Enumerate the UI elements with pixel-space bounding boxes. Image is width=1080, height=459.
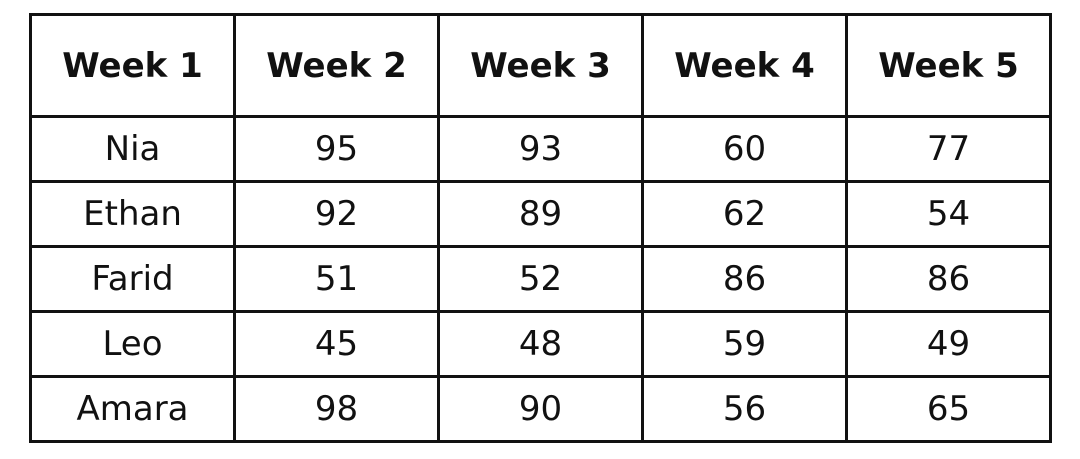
data-table-container: Week 1 Week 2 Week 3 Week 4 Week 5 Nia 9… [29,13,1052,443]
table-cell: 45 [233,310,440,378]
table-cell: Nia [29,115,236,183]
table-cell: 62 [641,180,848,248]
table-cell: 98 [233,375,440,443]
data-table: Week 1 Week 2 Week 3 Week 4 Week 5 Nia 9… [29,13,1052,443]
table-header-row: Week 1 Week 2 Week 3 Week 4 Week 5 [29,13,1052,118]
table-row: Nia 95 93 60 77 [29,115,1052,183]
table-row: Ethan 92 89 62 54 [29,180,1052,248]
table-cell: 60 [641,115,848,183]
table-cell: 51 [233,245,440,313]
table-cell: 86 [845,245,1052,313]
column-header: Week 1 [29,13,236,118]
table-cell: 52 [437,245,644,313]
table-cell: 93 [437,115,644,183]
table-cell: 65 [845,375,1052,443]
column-header: Week 3 [437,13,644,118]
table-cell: 86 [641,245,848,313]
column-header: Week 5 [845,13,1052,118]
table-row: Amara 98 90 56 65 [29,375,1052,443]
table-cell: 77 [845,115,1052,183]
table-row: Leo 45 48 59 49 [29,310,1052,378]
table-cell: 59 [641,310,848,378]
table-cell: 48 [437,310,644,378]
table-cell: Ethan [29,180,236,248]
table-cell: 89 [437,180,644,248]
table-cell: 56 [641,375,848,443]
table-cell: 49 [845,310,1052,378]
column-header: Week 4 [641,13,848,118]
table-cell: 90 [437,375,644,443]
table-cell: Leo [29,310,236,378]
table-row: Farid 51 52 86 86 [29,245,1052,313]
table-cell: Amara [29,375,236,443]
table-cell: 95 [233,115,440,183]
column-header: Week 2 [233,13,440,118]
table-cell: 92 [233,180,440,248]
table-cell: Farid [29,245,236,313]
table-cell: 54 [845,180,1052,248]
